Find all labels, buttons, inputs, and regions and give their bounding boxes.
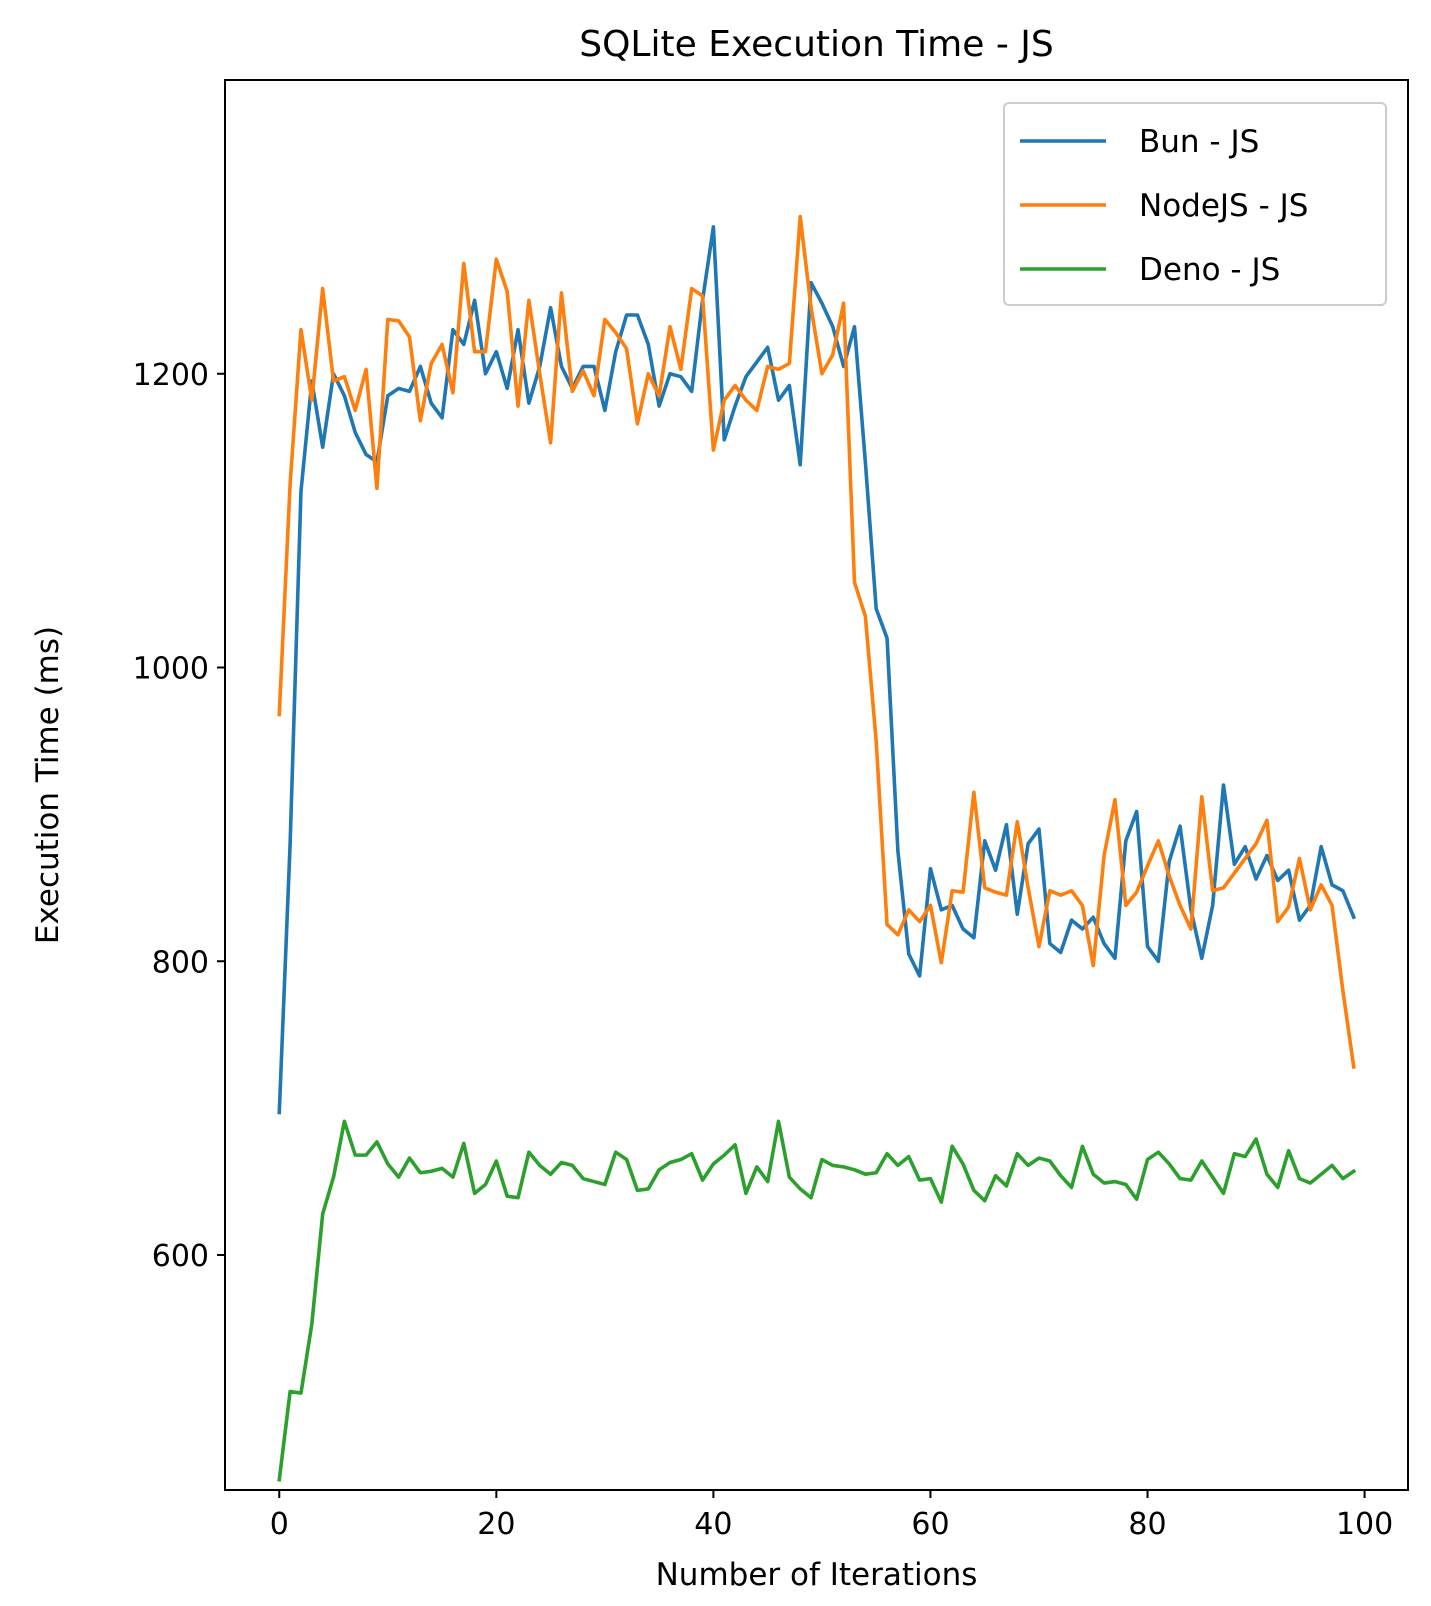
legend-entry: NodeJS - JS	[1139, 188, 1308, 224]
x-tick-label: 80	[1128, 1507, 1166, 1542]
series-line-1	[277, 214, 1356, 1070]
axis-layer: 0 20 40 60 80 100 600 800 1000 1200	[133, 358, 1394, 1542]
x-tick-label: 100	[1336, 1507, 1393, 1542]
x-tick-label: 0	[270, 1507, 289, 1542]
y-tick-label: 1000	[133, 652, 209, 687]
x-tick-label: 40	[694, 1507, 732, 1542]
chart-title: SQLite Execution Time - JS	[579, 24, 1054, 65]
y-axis-label: Execution Time (ms)	[30, 626, 66, 944]
series-layer	[277, 214, 1357, 1482]
legend-entry: Bun - JS	[1139, 124, 1259, 160]
series-line-2	[277, 1119, 1357, 1482]
y-tick-label: 800	[152, 945, 209, 980]
legend: Bun - JS NodeJS - JS Deno - JS	[1003, 102, 1387, 306]
y-tick-label: 1200	[133, 358, 209, 393]
x-tick-label: 20	[477, 1507, 515, 1542]
plot-frame	[224, 79, 1409, 1491]
x-tick-label: 60	[911, 1507, 949, 1542]
x-axis-label: Number of Iterations	[656, 1557, 978, 1593]
y-tick-label: 600	[152, 1239, 209, 1274]
legend-entry: Deno - JS	[1139, 252, 1280, 288]
legend-box	[1003, 102, 1387, 306]
